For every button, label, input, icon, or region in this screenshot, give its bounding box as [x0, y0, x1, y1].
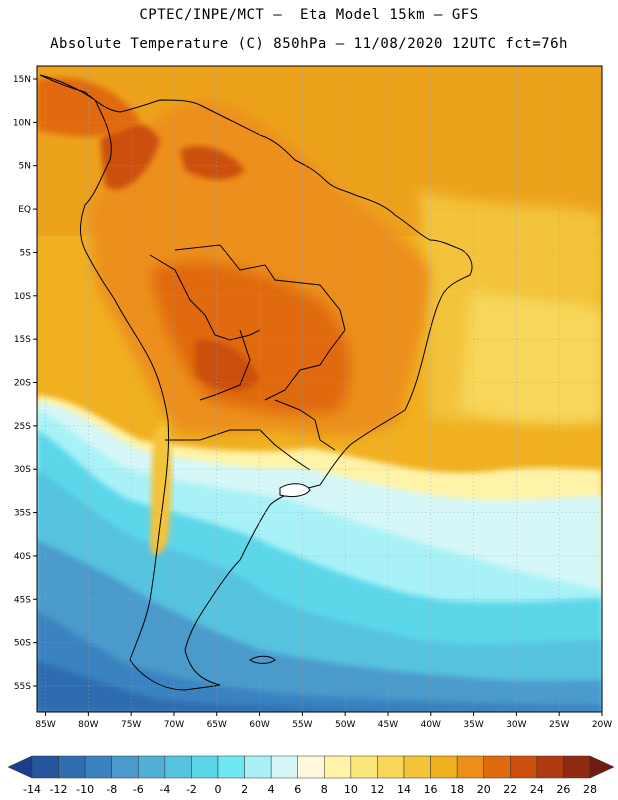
colorbar-swatch [244, 755, 272, 779]
colorbar-swatch [111, 755, 139, 779]
title-line-2: Absolute Temperature (C) 850hPa – 11/08/… [50, 36, 568, 52]
colorbar-min-arrow [7, 755, 33, 779]
colorbar-label: -12 [50, 783, 68, 796]
lon-tick-label: 85W [35, 720, 55, 730]
colorbar-label: 4 [268, 783, 275, 796]
lat-tick-label: 40S [14, 552, 31, 562]
colorbar-label: -6 [133, 783, 144, 796]
lon-tick-label: 65W [207, 720, 227, 730]
colorbar-swatch [483, 755, 511, 779]
colorbar-swatch [510, 755, 538, 779]
colorbar-label: -8 [106, 783, 117, 796]
colorbar-swatch [217, 755, 245, 779]
colorbar-label: 0 [215, 783, 222, 796]
colorbar-swatch [536, 755, 564, 779]
colorbar: -14 -12 -10 -8 -6 -4 -2 0 2 4 6 8 10 12 14 16 18 20 22 24 26… [7, 755, 615, 796]
colorbar-max-arrow [589, 755, 615, 779]
lat-tick-label: 45S [14, 595, 31, 605]
colorbar-swatch [377, 755, 405, 779]
colorbar-swatch [350, 755, 378, 779]
lon-tick-label: 80W [78, 720, 98, 730]
colorbar-label: 28 [583, 783, 597, 796]
lon-tick-label: 40W [421, 720, 441, 730]
colorbar-label: -2 [186, 783, 197, 796]
longitude-axis: 85W 80W 75W 70W 65W 60W 55W 50W 45W 40W 35W 30W 25W 2… [35, 712, 612, 730]
colorbar-swatch [164, 755, 192, 779]
colorbar-label: 20 [477, 783, 491, 796]
colorbar-swatch [58, 755, 86, 779]
colorbar-swatch [84, 755, 112, 779]
colorbar-label: 2 [241, 783, 248, 796]
temperature-field [37, 66, 602, 712]
lat-tick-label: 20S [14, 378, 31, 388]
lat-tick-label: EQ [18, 205, 31, 215]
lon-tick-label: 55W [292, 720, 312, 730]
lon-tick-label: 25W [549, 720, 569, 730]
lat-tick-label: 25S [14, 422, 31, 432]
colorbar-label: 22 [503, 783, 517, 796]
colorbar-label: -14 [23, 783, 41, 796]
colorbar-label: 14 [397, 783, 411, 796]
colorbar-label: 12 [370, 783, 384, 796]
colorbar-label: 26 [556, 783, 570, 796]
lon-tick-label: 20W [592, 720, 612, 730]
colorbar-swatch [31, 755, 59, 779]
lat-tick-label: 5S [20, 248, 32, 258]
colorbar-swatch [138, 755, 166, 779]
lat-tick-label: 5N [19, 162, 31, 172]
lon-tick-label: 75W [121, 720, 141, 730]
lon-tick-label: 60W [249, 720, 269, 730]
latitude-axis: 15N 10N 5N EQ 5S 10S 15S 20S 25S 30S 35S 40S 45S 50S 5… [13, 75, 37, 692]
colorbar-swatch [297, 755, 325, 779]
lat-tick-label: 30S [14, 465, 31, 475]
lat-tick-label: 10N [13, 118, 31, 128]
title-line-1: CPTEC/INPE/MCT – Eta Model 15km – GFS [139, 7, 479, 23]
lon-tick-label: 35W [463, 720, 483, 730]
colorbar-label: 18 [450, 783, 464, 796]
colorbar-label: 24 [530, 783, 544, 796]
colorbar-swatch [456, 755, 484, 779]
colorbar-swatch [191, 755, 219, 779]
lon-tick-label: 45W [378, 720, 398, 730]
lat-tick-label: 50S [14, 639, 31, 649]
map-frame [36, 65, 603, 713]
lat-tick-label: 15N [13, 75, 31, 85]
colorbar-swatch [430, 755, 458, 779]
colorbar-swatch [270, 755, 298, 779]
colorbar-swatch [563, 755, 591, 779]
colorbar-label: -10 [76, 783, 94, 796]
lon-tick-label: 70W [164, 720, 184, 730]
colorbar-label: 10 [344, 783, 358, 796]
colorbar-swatch [324, 755, 352, 779]
lat-tick-label: 35S [14, 509, 31, 519]
colorbar-label: 8 [321, 783, 328, 796]
lat-tick-label: 15S [14, 335, 31, 345]
colorbar-swatch [403, 755, 431, 779]
lon-tick-label: 30W [506, 720, 526, 730]
colorbar-label: 16 [424, 783, 438, 796]
coastline [39, 74, 473, 691]
colorbar-label: 6 [294, 783, 301, 796]
lon-tick-label: 50W [335, 720, 355, 730]
lat-tick-label: 10S [14, 292, 31, 302]
colorbar-label: -4 [159, 783, 170, 796]
lat-tick-label: 55S [14, 682, 31, 692]
